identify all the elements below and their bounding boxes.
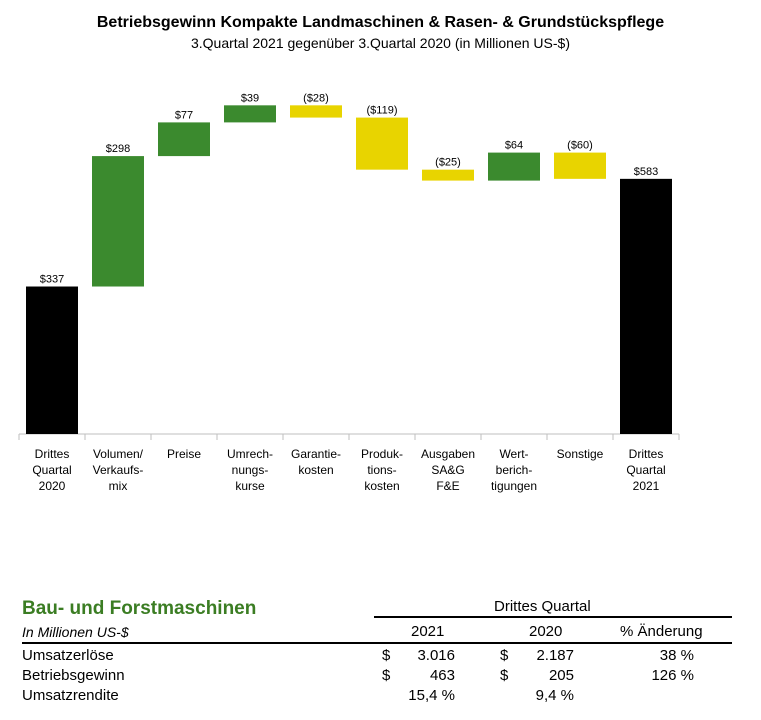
table-group-header: Drittes Quartal (494, 598, 591, 615)
data-label-8: ($60) (567, 140, 593, 152)
data-label-7: $64 (505, 140, 523, 152)
bar-6 (422, 169, 474, 181)
data-label-4: ($28) (303, 92, 329, 104)
currency-2021: $ (382, 647, 391, 664)
currency-2020: $ (500, 647, 509, 664)
data-label-0: $337 (40, 274, 64, 286)
value-change: 126 % (651, 667, 694, 684)
column-header-2020: 2020 (529, 623, 563, 640)
value-2020: 205 (548, 667, 574, 684)
category-label-5: Produk-tions-kosten (361, 447, 403, 493)
group-header-rule (374, 616, 732, 618)
bar-5 (356, 117, 408, 170)
chart-subtitle: 3.Quartal 2021 gegenüber 3.Quartal 2020 … (190, 35, 570, 51)
table-row: Betriebsgewinn $ 463 $ 205 126 % (22, 667, 737, 687)
bar-7 (488, 152, 540, 181)
category-label-3: Umrech-nungs-kurse (227, 447, 273, 493)
bar-1 (92, 156, 144, 287)
row-label: Umsatzerlöse (22, 647, 114, 664)
category-label-8: Sonstige (557, 447, 604, 461)
value-2021: 3.016 (417, 647, 455, 664)
category-label-0: Drittes Quartal 2020 (32, 447, 71, 493)
waterfall-chart: $337 Drittes Quartal 2020 $298 Volumen/Verkau… (18, 92, 680, 493)
row-label: Betriebsgewinn (22, 667, 125, 684)
chart-title: Betriebsgewinn Kompakte Landmaschinen & … (96, 14, 665, 31)
category-label-1: Volumen/Verkaufs-mix (93, 447, 144, 493)
category-label-2: Preise (167, 447, 201, 461)
value-2020: 9,4 % (535, 687, 574, 704)
bar-0 (26, 286, 78, 434)
bar-9 (620, 178, 672, 434)
category-label-9: Drittes Quartal 2021 (626, 447, 665, 493)
category-label-4: Garantie-kosten (291, 447, 341, 477)
row-label: Umsatzrendite (22, 687, 119, 704)
data-label-6: ($25) (435, 157, 461, 169)
column-header-rule (22, 642, 732, 644)
currency-2021: $ (382, 667, 391, 684)
currency-2020: $ (500, 667, 509, 684)
bar-8 (554, 152, 606, 179)
value-change: 38 % (659, 647, 694, 664)
value-2021: 463 (429, 667, 455, 684)
data-label-3: $39 (241, 92, 259, 104)
value-2021: 15,4 % (408, 687, 455, 704)
column-header-change: % Änderung (620, 623, 703, 640)
category-label-6: Ausgaben SA&G F&E (421, 447, 475, 493)
table-row: Umsatzrendite 15,4 % 9,4 % (22, 687, 737, 707)
category-label-7: Wert-berich-tigungen (491, 447, 537, 493)
table-title: Bau- und Forstmaschinen (22, 598, 257, 619)
bar-2 (158, 122, 210, 157)
value-2020: 2.187 (536, 647, 574, 664)
table-row: Umsatzerlöse $ 3.016 $ 2.187 38 % (22, 647, 737, 667)
table-unit: In Millionen US-$ (22, 624, 129, 640)
data-label-2: $77 (175, 109, 193, 121)
bar-3 (224, 105, 276, 123)
data-label-5: ($119) (367, 105, 398, 117)
data-label-9: $583 (634, 166, 658, 178)
bar-4 (290, 105, 342, 118)
data-label-1: $298 (106, 143, 130, 155)
column-header-2021: 2021 (411, 623, 445, 640)
